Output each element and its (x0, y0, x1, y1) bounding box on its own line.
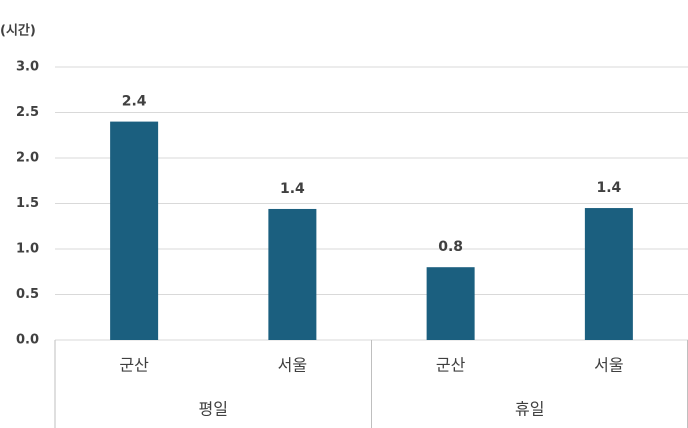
y-tick-label: 1.0 (16, 242, 39, 257)
x-tick-label: 군산 (119, 356, 149, 375)
value-label: 1.4 (596, 180, 621, 196)
y-tick-label: 2.0 (16, 151, 39, 166)
x-tick-label: 군산 (436, 356, 466, 375)
value-label: 2.4 (122, 94, 147, 110)
y-tick-label: 1.5 (16, 196, 39, 211)
bar (110, 121, 159, 340)
value-label: 1.4 (280, 181, 305, 197)
x-tick-label: 서울 (278, 356, 307, 375)
group-label: 휴일 (515, 400, 544, 419)
bar (268, 208, 317, 340)
y-tick-label: 2.5 (16, 105, 39, 120)
y-tick-label: 0.5 (16, 287, 39, 302)
bar (426, 267, 475, 340)
y-tick-label: 0.0 (16, 333, 39, 348)
group-label: 평일 (199, 400, 228, 419)
axis-unit: (시간) (0, 23, 36, 39)
y-tick-label: 3.0 (16, 60, 39, 75)
bar (584, 208, 633, 340)
x-tick-label: 서울 (594, 356, 623, 375)
value-label: 0.8 (438, 239, 463, 255)
